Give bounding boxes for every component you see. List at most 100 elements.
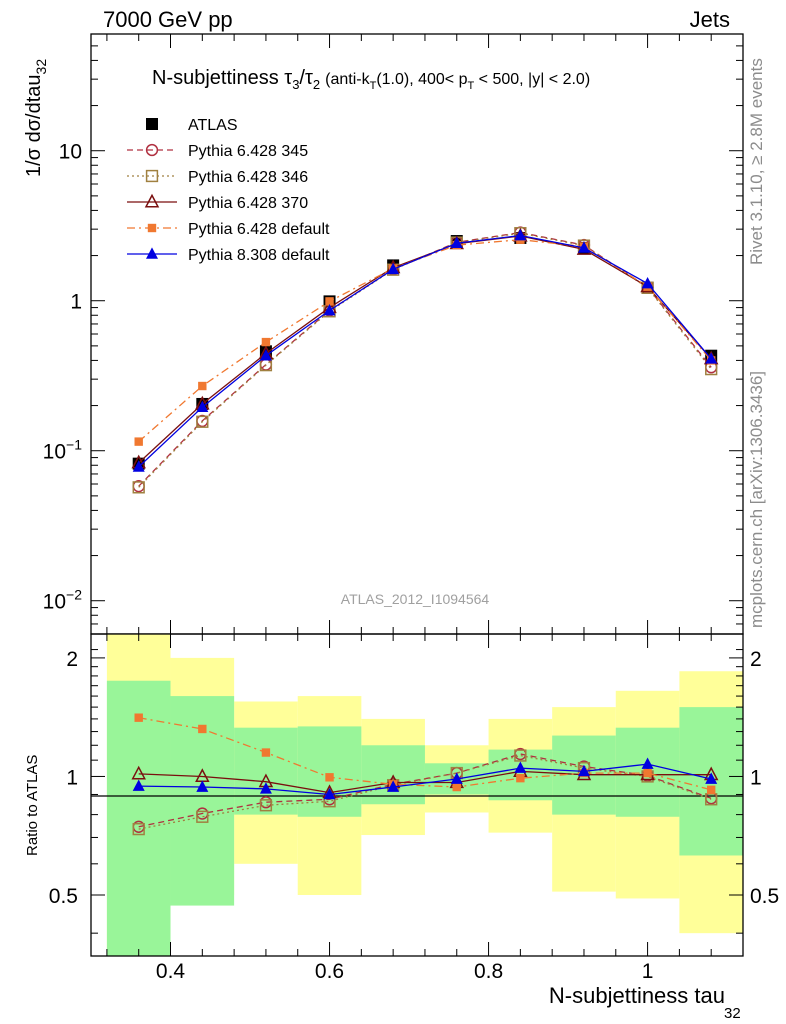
marker-square-small: [134, 437, 143, 446]
y-tick-base: 10: [43, 591, 66, 614]
ratio-line-1: [138, 754, 712, 830]
y-tick-label: 10: [59, 141, 82, 164]
marker-triangle-filled: [641, 277, 654, 289]
marker-triangle-open: [131, 765, 146, 780]
legend-entry: Pythia 6.428 default: [127, 221, 330, 238]
ratio-y-label: Ratio to ATLAS: [24, 755, 41, 856]
ratio-plot-frame: [90, 633, 744, 957]
marker-triangle-filled: [132, 779, 145, 791]
marker-triangle-filled: [323, 303, 336, 316]
series-4: [134, 235, 716, 446]
rivet-label: Rivet 3.1.10, ≥ 2.8M events: [747, 58, 766, 265]
band-green: [106, 680, 171, 956]
legend: ATLAS Pythia 6.428 345 Pythia 6.428 346 Pyt…: [127, 117, 330, 264]
y-tick-label: 10−2: [43, 587, 83, 614]
x-axis-label: N-subjettiness tau: [549, 983, 725, 1008]
ratio-series-4: [132, 757, 718, 800]
ratio-axes: 2 2 1 1 0.5 0.5 0.4 0.6 0.8 1: [49, 634, 779, 983]
ratio-band-group: [106, 634, 743, 956]
marker-square-small: [198, 724, 207, 734]
marker-triangle-filled: [259, 782, 272, 794]
marker-square-open: [259, 799, 273, 812]
marker-square-small: [643, 768, 652, 778]
legend-entry: Pythia 8.308 default: [127, 247, 330, 264]
series-1: [132, 226, 718, 493]
ratio-line-4: [138, 763, 712, 796]
marker-square-small: [325, 773, 334, 782]
x-tick-label: 1: [642, 960, 654, 983]
marker-square-small: [198, 381, 207, 391]
ratio-y-tick-label-right: 1: [750, 766, 762, 789]
marker-triangle-open: [144, 193, 160, 208]
series-line-4: [138, 239, 712, 443]
marker-triangle-filled: [450, 236, 463, 248]
x-tick-label: 0.8: [474, 960, 503, 983]
ratio-series-group: [131, 713, 719, 836]
ratio-y-tick-label: 1: [66, 766, 78, 789]
legend-label: Pythia 8.308 default: [188, 247, 330, 264]
ratio-y-tick-label-right: 0.5: [750, 885, 779, 908]
legend-label: Pythia 6.428 345: [188, 143, 308, 160]
analysis-id: ATLAS_2012_I1094564: [341, 591, 490, 607]
marker-triangle-filled: [514, 761, 527, 773]
y-tick-label: 10−1: [43, 437, 83, 464]
legend-entry: Pythia 6.428 345: [127, 143, 308, 160]
marker-square-small: [706, 785, 716, 794]
x-tick-label: 0.4: [156, 960, 186, 983]
marker-square-small: [261, 748, 271, 757]
y-tick-base: 10: [43, 441, 66, 464]
marker-triangle-filled: [577, 764, 590, 777]
legend-entry: ATLAS: [146, 117, 238, 134]
marker-triangle-filled: [514, 228, 527, 241]
ratio-y-tick-label-right: 2: [750, 648, 762, 671]
legend-label: ATLAS: [188, 117, 238, 134]
header-left: 7000 GeV pp: [103, 7, 233, 32]
marker-square-small: [452, 782, 461, 792]
series-3: [131, 227, 719, 469]
main-title: N-subjettiness τ3/τ2 (anti-kT(1.0), 400< …: [152, 67, 590, 92]
marker-triangle-filled: [146, 247, 158, 259]
marker-square-small: [134, 713, 143, 722]
marker-triangle-filled: [705, 772, 718, 784]
marker-triangle-filled: [387, 780, 400, 792]
main-series-group: [131, 226, 719, 494]
legend-label: Pythia 6.428 default: [188, 221, 330, 238]
x-axis-label-subscript: 32: [724, 1005, 741, 1022]
legend-entry: Pythia 6.428 346: [127, 169, 308, 186]
marker-square-open: [145, 169, 159, 183]
series-2: [132, 227, 718, 494]
marker-triangle-filled: [387, 262, 400, 275]
marker-square-open: [132, 822, 145, 836]
mcplots-label: mcplots.cern.ch [arXiv:1306.3436]: [747, 371, 766, 628]
marker-square-open: [514, 749, 527, 762]
series-line-3: [138, 235, 712, 464]
y-tick-label: 1: [70, 291, 82, 314]
marker-circle-open: [145, 143, 159, 157]
marker-square-small: [516, 773, 525, 783]
legend-entry: Pythia 6.428 370: [127, 193, 308, 212]
marker-triangle-filled: [705, 352, 718, 364]
ratio-line-3: [138, 717, 712, 791]
marker-square-small: [147, 223, 157, 233]
marker-square: [146, 118, 158, 130]
series-line-5: [138, 234, 712, 468]
legend-label: Pythia 6.428 370: [188, 195, 308, 212]
band-green: [297, 726, 362, 817]
series-0: [132, 231, 718, 470]
marker-square-small: [325, 297, 334, 306]
marker-triangle-filled: [196, 780, 209, 792]
marker-triangle-filled: [577, 241, 590, 253]
ratio-y-tick-label: 2: [66, 648, 78, 671]
marker-triangle-filled: [196, 400, 209, 413]
y-tick-exp: −2: [66, 587, 82, 603]
header-right: Jets: [690, 7, 730, 32]
marker-triangle-filled: [641, 757, 654, 769]
marker-square-open: [132, 481, 145, 494]
y-tick-exp: −1: [66, 437, 82, 453]
ratio-y-tick-label: 0.5: [49, 885, 78, 908]
main-y-label: 1/σ dσ/dtau32: [23, 59, 49, 177]
marker-square-open: [196, 810, 209, 823]
marker-triangle-filled: [259, 349, 272, 361]
